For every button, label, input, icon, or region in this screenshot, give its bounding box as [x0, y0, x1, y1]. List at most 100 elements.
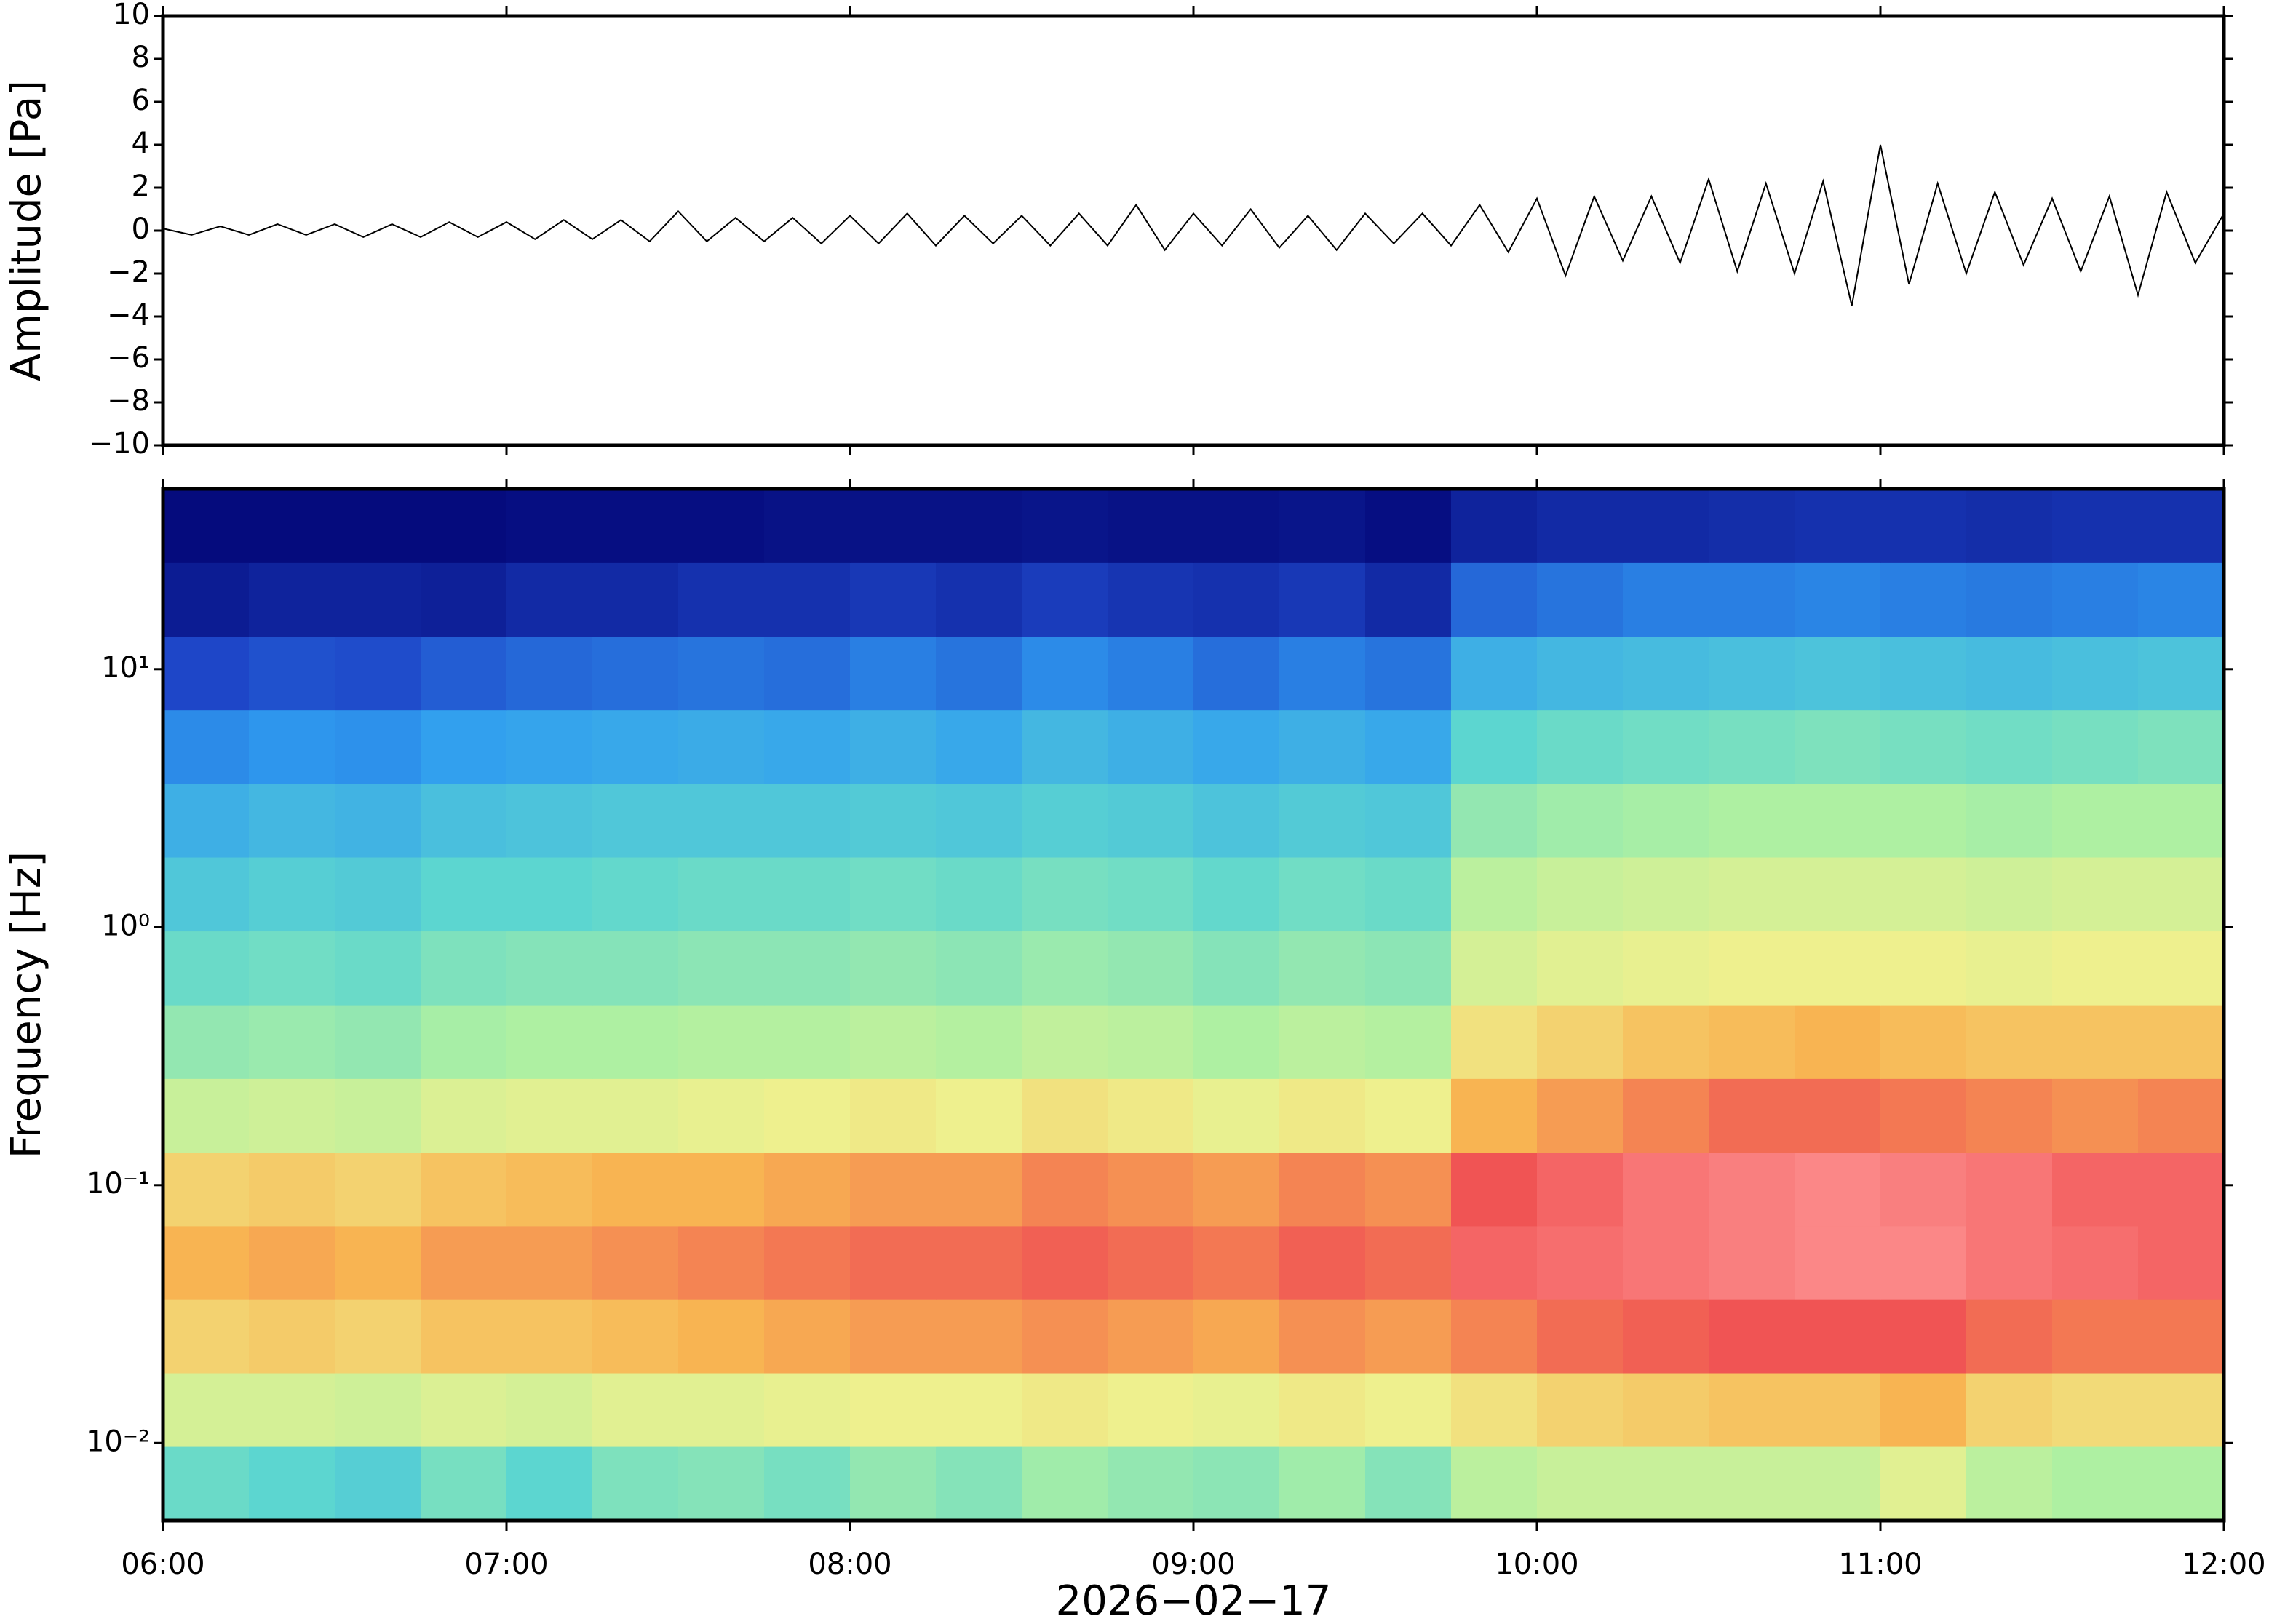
spectrogram-cell — [249, 1299, 335, 1374]
spectrogram-cell — [764, 784, 851, 858]
spectrogram-cell — [506, 1446, 593, 1521]
spectrogram-cell — [1880, 709, 1967, 784]
spectrogram-cell — [1022, 1446, 1108, 1521]
spectrogram-cell — [1623, 1299, 1709, 1374]
spectrogram-cell — [1795, 636, 1881, 711]
spectrogram-cell — [1365, 1225, 1452, 1300]
spectrogram-cell — [1709, 1446, 1795, 1521]
spectrogram-cell — [506, 562, 593, 637]
spectrogram-cell — [592, 784, 679, 858]
spectrogram-cell — [764, 489, 851, 563]
spectrogram-cell — [1966, 784, 2053, 858]
spectrogram-cell — [249, 489, 335, 563]
spectrogram-cell — [850, 1225, 937, 1300]
spectrogram-cell — [1966, 636, 2053, 711]
spectrogram-cell — [1795, 1225, 1881, 1300]
spectrogram-cell — [592, 1152, 679, 1227]
y-tick-label: 2 — [132, 170, 150, 203]
spectrogram-cell — [1279, 856, 1366, 932]
spectrogram-cell — [1193, 1005, 1280, 1079]
spectrogram-cell — [592, 489, 679, 563]
spectrogram-cell — [1537, 709, 1624, 784]
spectrogram-cell — [1279, 1078, 1366, 1153]
spectrogram-cell — [1623, 1372, 1709, 1447]
spectrogram-cell — [1022, 1225, 1108, 1300]
spectrogram-cell — [850, 1152, 937, 1227]
y-tick-label: 0 — [132, 212, 150, 246]
spectrogram-cell — [1451, 1225, 1538, 1300]
spectrogram-cell — [850, 709, 937, 784]
spectrogram-cell — [2138, 1446, 2225, 1521]
x-axis-label: 2026−02−17 — [1056, 1577, 1332, 1624]
spectrogram-cell — [764, 636, 851, 711]
spectrogram-cell — [936, 1005, 1022, 1079]
spectrogram-cell — [1451, 1299, 1538, 1374]
spectrogram-cell — [936, 856, 1022, 932]
spectrogram-cell — [1966, 562, 2053, 637]
spectrogram-cell — [1795, 1299, 1881, 1374]
spectrogram-cell — [1709, 1299, 1795, 1374]
spectrogram-cell — [1022, 1372, 1108, 1447]
spectrogram-cell — [1537, 1225, 1624, 1300]
spectrogram-cell — [1193, 1225, 1280, 1300]
spectrogram-cell — [506, 1005, 593, 1079]
spectrogram-cell — [2052, 709, 2139, 784]
spectrogram-cell — [764, 709, 851, 784]
spectrogram-cell — [163, 1078, 250, 1153]
spectrogram-cell — [163, 856, 250, 932]
spectrogram-cell — [1108, 562, 1194, 637]
spectrogram-cell — [1451, 562, 1538, 637]
spectrogram-cell — [2138, 1299, 2225, 1374]
spectrogram-cell — [592, 931, 679, 1006]
x-tick-label: 12:00 — [2182, 1548, 2265, 1581]
spectrogram-cell — [936, 636, 1022, 711]
spectrogram-cell — [936, 489, 1022, 563]
spectrogram-cell — [678, 1078, 765, 1153]
spectrogram-cell — [421, 1446, 507, 1521]
y-tick-label: 4 — [132, 127, 150, 160]
spectrogram-cell — [1365, 1152, 1452, 1227]
spectrogram-cell — [592, 709, 679, 784]
spectrogram-cell — [592, 1446, 679, 1521]
spectrogram-cell — [1623, 931, 1709, 1006]
spectrogram-cell — [1279, 1446, 1366, 1521]
spectrogram-cell — [249, 856, 335, 932]
spectrogram-cell — [678, 856, 765, 932]
spectrogram-cell — [1193, 1152, 1280, 1227]
spectrogram-cell — [1709, 1078, 1795, 1153]
spectrogram-cell — [1880, 1005, 1967, 1079]
spectrogram-cell — [850, 489, 937, 563]
spectrogram-cell — [1795, 1446, 1881, 1521]
spectrogram-cell — [2138, 636, 2225, 711]
spectrogram-cell — [1022, 709, 1108, 784]
spectrogram-cell — [1022, 636, 1108, 711]
spectrogram-cell — [1537, 931, 1624, 1006]
spectrogram-cell — [936, 1372, 1022, 1447]
spectrogram-cell — [2052, 1005, 2139, 1079]
spectrogram-cell — [1795, 784, 1881, 858]
spectrogram-cell — [1966, 1152, 2053, 1227]
spectrogram-cell — [249, 1005, 335, 1079]
spectrogram-cell — [764, 856, 851, 932]
spectrogram-cell — [1108, 931, 1194, 1006]
spectrogram-cell — [850, 1005, 937, 1079]
spectrogram-cell — [1795, 1078, 1881, 1153]
spectrogram-cell — [764, 1446, 851, 1521]
spectrogram-cell — [1709, 489, 1795, 563]
y-tick-label: 10⁰ — [101, 909, 150, 942]
spectrogram-cell — [850, 931, 937, 1006]
spectrogram-cell — [1279, 709, 1366, 784]
spectrogram-cell — [335, 489, 421, 563]
y-tick-label: −8 — [107, 384, 150, 418]
spectrogram-cell — [1537, 1372, 1624, 1447]
spectrogram-cell — [1279, 562, 1366, 637]
spectrogram-cell — [592, 1078, 679, 1153]
spectrogram-cell — [421, 1005, 507, 1079]
spectrogram-cell — [2052, 931, 2139, 1006]
spectrogram-cell — [1279, 1299, 1366, 1374]
spectrogram-cell — [678, 1225, 765, 1300]
spectrogram-cell — [1365, 1446, 1452, 1521]
x-tick-label: 10:00 — [1495, 1548, 1578, 1581]
spectrogram-cell — [1623, 1005, 1709, 1079]
